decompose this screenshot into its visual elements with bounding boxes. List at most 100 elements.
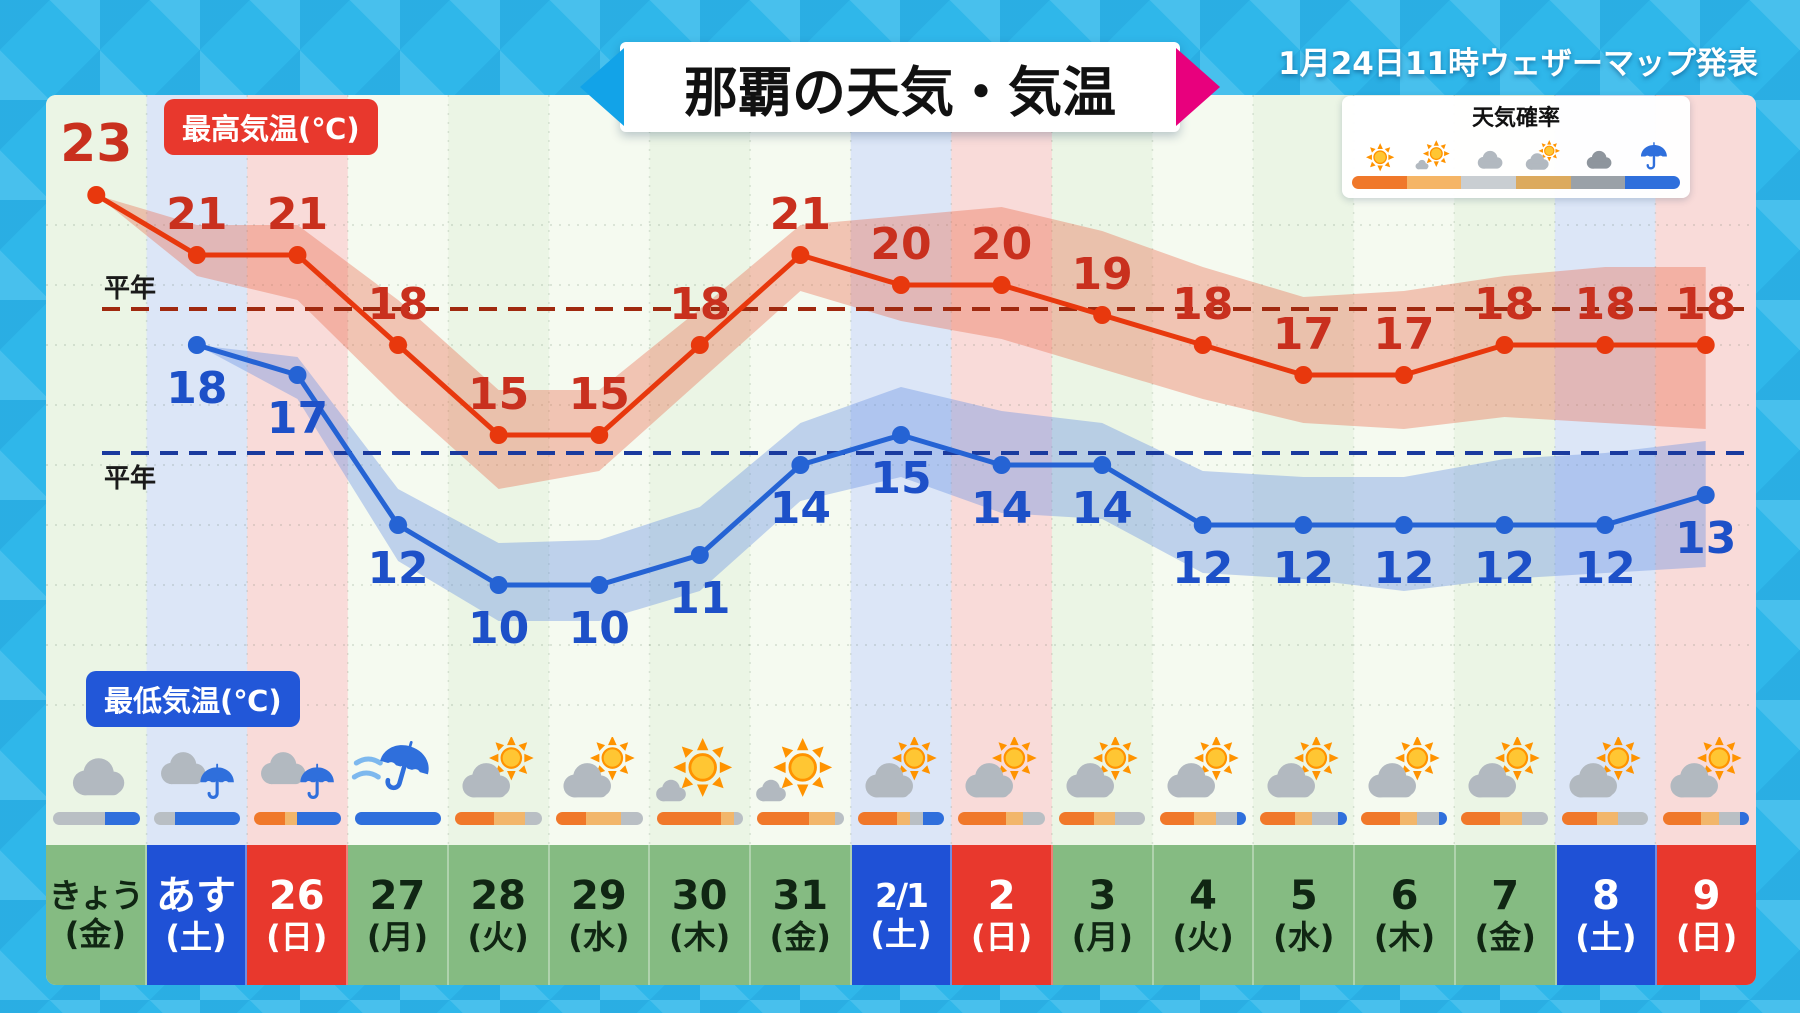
min-temp-value: 12 xyxy=(1474,543,1535,594)
prob-segment-orange xyxy=(254,811,285,825)
max-temp-value: 21 xyxy=(770,189,831,240)
legend-swatch xyxy=(1406,176,1462,189)
prob-segment-tan xyxy=(494,811,525,825)
min-temp-value: 17 xyxy=(267,393,328,444)
max-temp-point xyxy=(489,426,508,444)
probability-legend: 天気確率 xyxy=(1342,96,1690,198)
weather-icon-cell xyxy=(247,737,348,809)
date-label: 2 xyxy=(987,873,1016,920)
announcement-text: 1月24日11時ウェザーマップ発表 xyxy=(1278,46,1758,82)
date-label: 8 xyxy=(1591,873,1620,920)
prob-bar xyxy=(757,811,844,825)
page-title: 那覇の天気・気温 xyxy=(684,60,1116,124)
day-of-week-label: (土) xyxy=(1575,918,1637,957)
prob-bar xyxy=(958,811,1045,825)
date-cell: 27 (月) xyxy=(348,845,449,985)
min-temp-value: 13 xyxy=(1675,513,1736,564)
prob-segment-gray xyxy=(53,811,105,825)
day-of-week-label: (金) xyxy=(1474,918,1536,957)
day-stripe xyxy=(1353,95,1455,845)
cloud-rain-icon xyxy=(261,752,336,799)
prob-bar xyxy=(1159,811,1247,825)
day-of-week-label: (日) xyxy=(971,918,1033,957)
prob-segment-gray xyxy=(1718,811,1741,825)
date-label: 26 xyxy=(268,873,325,920)
prob-bar-cell xyxy=(549,811,650,825)
prob-segment-orange xyxy=(958,811,1006,825)
date-label: 2/1 xyxy=(874,875,929,915)
weather-icons-row xyxy=(46,737,1756,809)
prob-bar xyxy=(455,811,542,825)
cloud-sun-icon xyxy=(965,737,1039,798)
date-band: きょう (金) あす (土) 26 (日) 27 (月) 28 (火) 29 (水) 30 (木) 31 (金… xyxy=(46,845,1756,985)
prob-segment-orange xyxy=(1561,811,1597,825)
day-stripe xyxy=(649,95,751,845)
cloud-rain-icon xyxy=(160,752,236,799)
max-temp-point xyxy=(1596,336,1615,354)
prob-bar-cell xyxy=(650,811,751,825)
min-temp-point xyxy=(791,456,810,474)
weather-icon-cell xyxy=(851,737,952,809)
prob-segment-gray xyxy=(153,811,176,825)
prob-segment-gray xyxy=(1215,811,1238,825)
day-stripe xyxy=(1554,95,1656,845)
legend-item-cloud-sun xyxy=(1516,132,1571,189)
day-of-week-label: (木) xyxy=(668,918,731,957)
cloud-sun-icon xyxy=(462,737,536,798)
prob-bar-cell xyxy=(46,811,147,825)
max-temp-point xyxy=(1696,336,1715,354)
min-temp-point xyxy=(1093,456,1112,474)
legend-swatch xyxy=(1625,176,1681,189)
max-temp-value: 18 xyxy=(1675,279,1736,330)
day-stripe xyxy=(1454,95,1556,845)
date-cell: 31 (金) xyxy=(750,845,852,985)
day-of-week-label: (土) xyxy=(870,914,932,953)
min-temp-value: 15 xyxy=(870,453,931,504)
prob-segment-blue xyxy=(922,811,945,825)
min-temp-point xyxy=(489,576,508,594)
max-temp-point xyxy=(87,186,106,204)
min-temp-band xyxy=(196,345,1706,621)
max-temp-value: 19 xyxy=(1072,249,1133,300)
weather-icon-cell xyxy=(448,737,549,809)
prob-bar xyxy=(254,811,341,825)
prob-segment-orange xyxy=(656,811,722,825)
prob-bar xyxy=(1561,811,1649,825)
date-cell: 2/1 (土) xyxy=(851,845,953,985)
day-of-week-label: (水) xyxy=(568,918,630,957)
min-temp-point xyxy=(1596,516,1615,534)
day-stripe xyxy=(1655,95,1756,845)
prob-bar xyxy=(1662,811,1750,825)
prob-segment-tan xyxy=(1294,811,1313,825)
max-temp-point xyxy=(992,276,1011,294)
max-temp-point xyxy=(1093,306,1112,324)
weather-icon-cell xyxy=(1253,737,1354,809)
max-temp-point xyxy=(1294,366,1313,384)
cloud-sun-icon xyxy=(865,737,938,798)
prob-bar xyxy=(556,811,643,825)
weather-icon-cell xyxy=(1354,737,1455,809)
sun-icon xyxy=(1365,142,1396,173)
day-of-week-label: (火) xyxy=(467,918,529,957)
prob-bar-cell xyxy=(1052,811,1153,825)
umbrella-icon xyxy=(1639,140,1668,170)
max-temp-point xyxy=(791,246,810,264)
prob-segment-tan xyxy=(1701,811,1719,825)
prob-segment-orange xyxy=(1260,811,1295,825)
prob-segment-orange xyxy=(757,811,810,825)
prob-segment-gray xyxy=(1023,811,1045,825)
normal-label-max: 平年 xyxy=(104,273,156,304)
date-label: 31 xyxy=(772,873,829,920)
min-temp-value: 14 xyxy=(971,483,1032,534)
prob-bar-cell xyxy=(951,811,1052,825)
cloud-sun-icon xyxy=(563,737,636,798)
min-temp-point xyxy=(1394,516,1413,534)
min-temp-line xyxy=(194,342,1709,588)
min-temp-point xyxy=(1495,516,1514,534)
min-temp-value: 12 xyxy=(1575,543,1636,594)
min-temp-point xyxy=(892,426,910,444)
max-temp-value: 20 xyxy=(870,219,931,270)
date-label: きょう xyxy=(48,875,144,915)
prob-bar xyxy=(153,811,241,825)
cloud-sun-icon xyxy=(1166,737,1240,798)
